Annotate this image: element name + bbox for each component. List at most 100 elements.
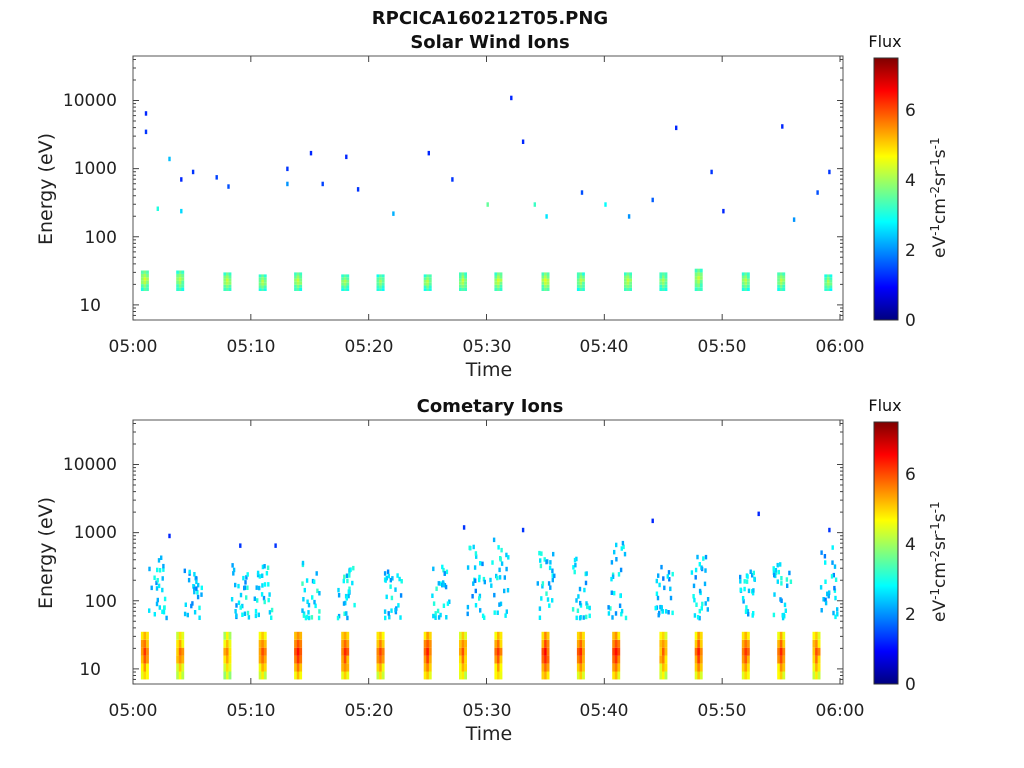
heatmap-cell <box>828 590 831 595</box>
heatmap-cell <box>544 281 547 285</box>
heatmap-cell <box>722 208 725 214</box>
heatmap-cell <box>307 602 311 608</box>
heatmap-cell <box>176 663 179 672</box>
heatmap-cell <box>538 615 542 620</box>
heatmap-cell <box>659 275 663 279</box>
heatmap-cell <box>223 639 227 648</box>
heatmap-cell <box>379 655 382 664</box>
heatmap-cell <box>781 124 784 129</box>
heatmap-cell <box>296 281 300 285</box>
heatmap-cell <box>294 655 297 664</box>
heatmap-cell <box>341 277 344 280</box>
heatmap-cell <box>789 579 793 584</box>
heatmap-cell <box>146 671 149 680</box>
heatmap-cell <box>261 282 265 286</box>
heatmap-cell <box>544 639 547 648</box>
heatmap-cell <box>585 601 588 606</box>
heatmap-cell <box>546 278 550 282</box>
heatmap-cell <box>696 554 699 560</box>
heatmap-cell <box>299 671 303 680</box>
heatmap-cell <box>445 615 448 620</box>
heatmap-cell <box>228 281 232 285</box>
heatmap-cell <box>180 177 183 182</box>
heatmap-cell <box>579 671 583 680</box>
y-axis-label: Energy (eV) <box>35 497 57 609</box>
heatmap-cell <box>464 272 467 276</box>
heatmap-cell <box>184 602 187 607</box>
heatmap-cell <box>263 663 267 672</box>
heatmap-cell <box>615 542 618 548</box>
heatmap-cell <box>261 279 265 283</box>
heatmap-cell <box>176 277 179 281</box>
heatmap-cell <box>461 275 465 279</box>
heatmap-cell <box>777 647 780 656</box>
heatmap-cell <box>299 655 303 664</box>
heatmap-cell <box>829 277 833 280</box>
heatmap-cell <box>390 608 393 613</box>
heatmap-cell <box>657 612 660 618</box>
heatmap-cell <box>314 603 317 609</box>
heatmap-cell <box>143 671 147 680</box>
heatmap-cell <box>541 581 545 586</box>
heatmap-cell <box>546 597 550 602</box>
heatmap-cell <box>157 558 161 563</box>
heatmap-cell <box>428 282 432 286</box>
heatmap-cell <box>195 586 198 591</box>
heatmap-cell <box>253 596 256 601</box>
heatmap-cell <box>830 574 834 579</box>
heatmap-cell <box>471 594 474 599</box>
x-tick-label: 05:30 <box>463 701 512 721</box>
heatmap-cell <box>510 95 513 101</box>
heatmap-cell <box>228 275 232 279</box>
heatmap-cell <box>651 197 654 203</box>
heatmap-cell <box>503 588 506 594</box>
heatmap-cell <box>782 663 786 672</box>
heatmap-cell <box>777 278 780 282</box>
heatmap-cell <box>817 647 821 656</box>
heatmap-cell <box>777 275 780 279</box>
heatmap-cell <box>694 283 698 288</box>
heatmap-cell <box>263 599 266 605</box>
heatmap-cell <box>694 575 697 580</box>
heatmap-cell <box>541 287 545 291</box>
heatmap-cell <box>817 663 821 672</box>
heatmap-cell <box>576 278 580 282</box>
heatmap-cell <box>541 272 545 276</box>
heatmap-cell <box>826 274 830 278</box>
heatmap-cell <box>785 577 789 582</box>
heatmap-cell <box>626 272 630 276</box>
heatmap-cell <box>478 577 481 583</box>
heatmap-cell <box>143 655 147 664</box>
heatmap-cell <box>163 596 167 602</box>
heatmap-cell <box>190 603 193 609</box>
heatmap-cell <box>626 281 630 285</box>
heatmap-cell <box>671 571 674 577</box>
heatmap-cell <box>694 639 698 648</box>
heatmap-cell <box>426 639 430 648</box>
heatmap-cell <box>629 278 632 282</box>
heatmap-cell <box>582 631 585 640</box>
heatmap-cell <box>376 285 380 289</box>
heatmap-cell <box>662 272 665 276</box>
heatmap-cell <box>698 588 702 594</box>
heatmap-cell <box>443 571 446 576</box>
heatmap-cell <box>299 639 303 648</box>
heatmap-cell <box>576 639 580 648</box>
heatmap-cell <box>575 556 578 562</box>
heatmap-cell <box>228 287 232 291</box>
heatmap-cell <box>195 579 198 585</box>
heatmap-cell <box>381 631 385 640</box>
heatmap-cell <box>782 287 786 291</box>
heatmap-cell <box>497 647 500 656</box>
heatmap-cell <box>158 568 162 573</box>
heatmap-cell <box>697 639 701 648</box>
heatmap-cell <box>346 274 350 278</box>
heatmap-cell <box>745 605 748 610</box>
heatmap-cell <box>777 631 780 640</box>
heatmap-cell <box>226 647 229 656</box>
heatmap-cell <box>572 565 575 570</box>
colorbar-title: Flux <box>868 396 901 415</box>
heatmap-cell <box>181 663 185 672</box>
heatmap-cell <box>436 608 440 614</box>
colorbar-tick: 6 <box>905 101 916 121</box>
